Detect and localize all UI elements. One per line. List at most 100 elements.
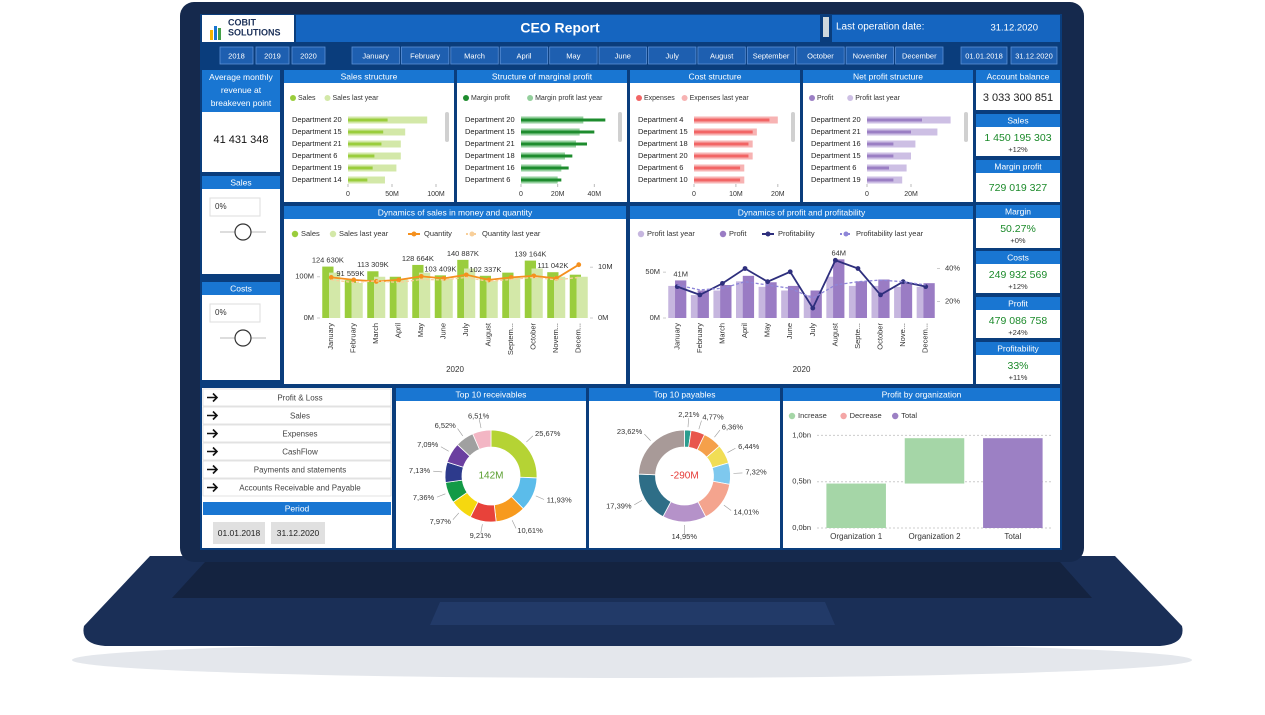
arrow-icon <box>207 428 219 439</box>
legend-marker <box>290 95 296 101</box>
line-marker <box>810 305 816 311</box>
data-label: 4,77% <box>702 413 724 422</box>
panel-title-bar <box>284 206 626 219</box>
bar <box>457 259 469 318</box>
legend-marker <box>809 95 815 101</box>
line-marker <box>396 277 402 283</box>
category-label: Department 20 <box>811 115 861 124</box>
legend-marker <box>847 95 854 101</box>
trackpad <box>430 602 835 625</box>
data-label: 6,36% <box>722 423 744 432</box>
category-label: Department 4 <box>638 115 683 124</box>
nav-button[interactable] <box>202 406 392 425</box>
nav-label: CashFlow <box>282 448 318 457</box>
bar <box>867 178 894 182</box>
bar <box>348 178 368 182</box>
panel-title-bar <box>803 70 973 83</box>
month-button[interactable] <box>648 46 697 65</box>
panel-title-bar <box>630 206 973 219</box>
month-button[interactable] <box>499 46 549 65</box>
year-button[interactable] <box>255 46 290 65</box>
panel-title-bar <box>284 70 454 83</box>
month-button-label: February <box>410 51 440 60</box>
nav-button[interactable] <box>202 388 392 407</box>
month-button[interactable] <box>401 46 450 65</box>
slider-knob[interactable] <box>234 329 252 347</box>
category-label: Department 16 <box>465 163 515 172</box>
bar <box>690 295 703 318</box>
category-label: Department 10 <box>638 175 688 184</box>
y-tick-label: 1,0bn <box>792 430 811 439</box>
bar <box>389 276 401 318</box>
period-date: 31.12.2020 <box>277 528 320 538</box>
month-button[interactable] <box>746 46 796 65</box>
last-operation-label: Last operation date: <box>836 22 924 33</box>
bar <box>781 290 793 318</box>
line-marker <box>697 292 703 298</box>
bar <box>694 118 770 122</box>
kpi-change: +0% <box>1010 236 1026 245</box>
x-tick-label: Septe... <box>853 323 862 349</box>
data-label: 10,61% <box>517 526 543 535</box>
slider-knob[interactable] <box>234 223 252 241</box>
x-tick-label: 0 <box>519 191 523 198</box>
x-tick-label: 20M <box>551 191 565 198</box>
year-button[interactable] <box>291 46 326 65</box>
x-tick-label: March <box>371 323 380 344</box>
category-label: Department 6 <box>292 151 337 160</box>
legend-marker <box>840 412 847 420</box>
logo-icon <box>214 26 217 40</box>
x-tick-label: 50M <box>385 191 399 198</box>
month-button[interactable] <box>895 46 944 65</box>
bar <box>694 130 753 134</box>
kpi-title: Margin profit <box>994 161 1042 171</box>
month-button[interactable] <box>351 46 400 65</box>
data-label: 6,52% <box>435 421 457 430</box>
panel-title-bar <box>783 388 1060 401</box>
kpi-title: Costs <box>1007 252 1029 262</box>
panel-title-bar <box>202 282 280 295</box>
panel-title-bar <box>202 176 280 189</box>
kpi-title-bar <box>976 342 1060 355</box>
bar <box>983 438 1043 528</box>
date-button[interactable] <box>1010 46 1058 65</box>
last-operation-date: 31.12.2020 <box>990 23 1038 34</box>
panel-title-bar <box>202 70 280 112</box>
month-button-label: March <box>464 51 485 60</box>
leader-line <box>644 433 651 441</box>
month-button[interactable] <box>598 46 647 65</box>
panel-title: Top 10 receivables <box>456 389 527 399</box>
x-tick-label: July <box>808 323 817 337</box>
month-button[interactable] <box>549 46 598 65</box>
leader-line <box>440 446 449 452</box>
month-button[interactable] <box>697 46 746 65</box>
legend-label: Margin profit <box>471 95 510 102</box>
leader-line <box>634 500 643 506</box>
nav-label: Sales <box>290 412 310 421</box>
month-button[interactable] <box>845 46 894 65</box>
year-button-label: 2018 <box>228 51 245 60</box>
bar <box>810 290 822 318</box>
bar <box>833 259 845 318</box>
legend-marker <box>463 95 469 101</box>
bar <box>742 275 755 318</box>
nav-button[interactable] <box>202 460 392 479</box>
category-label: Department 21 <box>811 127 861 136</box>
line-marker <box>900 279 906 285</box>
bar <box>524 260 536 318</box>
panel-title: Dynamics of sales in money and quantity <box>378 207 533 217</box>
date-button[interactable] <box>960 46 1008 65</box>
month-button-label: May <box>566 51 580 60</box>
leader-line <box>727 447 736 453</box>
month-button[interactable] <box>796 46 845 65</box>
nav-button[interactable] <box>202 442 392 461</box>
scrollbar <box>964 112 968 142</box>
kpi-value: 3 033 300 851 <box>983 92 1053 104</box>
nav-button[interactable] <box>202 424 392 443</box>
bar <box>521 142 587 146</box>
year-button[interactable] <box>219 46 254 65</box>
month-button[interactable] <box>450 46 499 65</box>
category-label: Department 15 <box>292 127 342 136</box>
nav-button[interactable] <box>202 478 392 497</box>
leader-line <box>480 524 483 534</box>
